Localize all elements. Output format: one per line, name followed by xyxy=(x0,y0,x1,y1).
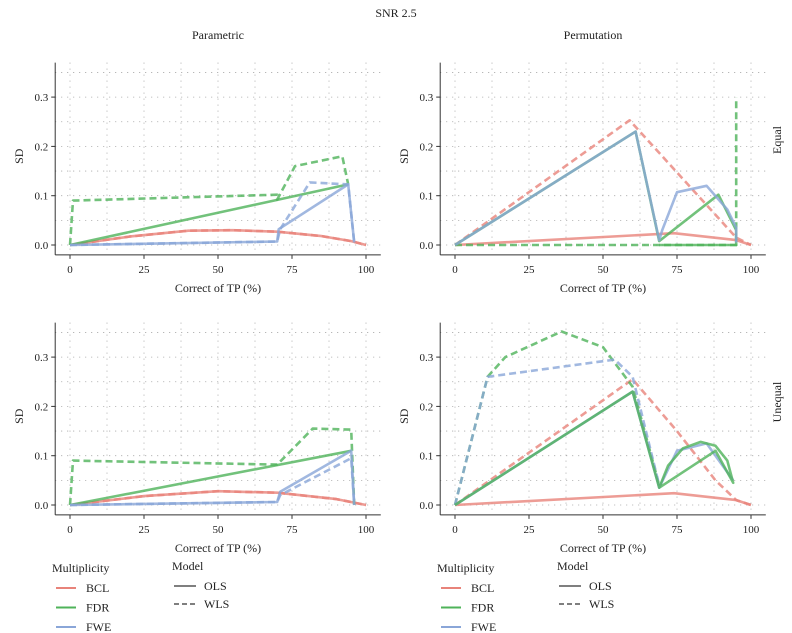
y-tick-label: 0.3 xyxy=(419,352,433,364)
x-tick-label: 0 xyxy=(67,524,73,536)
y-tick-label: 0.1 xyxy=(419,191,433,203)
y-tick-label: 0.2 xyxy=(34,141,48,153)
legend-title-model: Model xyxy=(557,559,589,573)
x-tick-label: 0 xyxy=(452,264,458,276)
panel-permutation-unequal: 0 25 50 75 100 0.0 0.1 0.2 0.3 Correct of TP (%) S… xyxy=(397,322,766,555)
x-tick-label: 100 xyxy=(743,264,760,276)
series-bcl-wls xyxy=(69,228,367,247)
series-fwe-wls xyxy=(453,358,661,506)
legend-label-ols: OLS xyxy=(589,579,612,593)
legend-label-fdr: FDR xyxy=(471,601,494,615)
y-tick-label: 0.3 xyxy=(34,92,48,104)
series-fwe-ols xyxy=(454,390,735,507)
x-tick-label: 75 xyxy=(672,524,684,536)
series-bcl-ols xyxy=(454,231,752,247)
x-axis-label: Correct of TP (%) xyxy=(175,281,261,295)
x-tick-label: 25 xyxy=(139,264,151,276)
panel-permutation-equal: 0 25 50 75 100 0.0 0.1 0.2 0.3 Correct of TP (%) S… xyxy=(397,62,766,295)
y-tick-label: 0.3 xyxy=(34,352,48,364)
x-tick-label: 25 xyxy=(524,264,536,276)
x-tick-label: 25 xyxy=(139,524,151,536)
legend-label-ols: OLS xyxy=(204,579,227,593)
y-tick-label: 0.0 xyxy=(419,240,433,252)
x-tick-label: 100 xyxy=(358,264,375,276)
y-tick-label: 0.0 xyxy=(34,240,48,252)
figure-title: SNR 2.5 xyxy=(375,6,416,20)
y-tick-label: 0.3 xyxy=(419,92,433,104)
x-tick-label: 50 xyxy=(598,524,610,536)
series-bcl-wls xyxy=(454,377,752,507)
series-fdr-wls xyxy=(68,155,350,246)
column-title-permutation: Permutation xyxy=(564,28,623,42)
x-tick-label: 50 xyxy=(213,264,225,276)
x-tick-label: 75 xyxy=(287,524,299,536)
x-tick-label: 100 xyxy=(743,524,760,536)
y-tick-label: 0.1 xyxy=(419,451,433,463)
legend-label-fwe: FWE xyxy=(471,620,496,633)
series-fdr-wls xyxy=(453,330,661,506)
y-axis-label: SD xyxy=(12,148,26,164)
series-fdr-wls xyxy=(455,97,738,247)
x-tick-label: 75 xyxy=(287,264,299,276)
y-axis-label: SD xyxy=(397,148,411,164)
y-tick-label: 0.0 xyxy=(419,500,433,512)
series-fwe-wls xyxy=(69,181,356,247)
x-tick-label: 50 xyxy=(213,524,225,536)
series-fwe-wls xyxy=(69,456,356,507)
panel-parametric-unequal: 0 25 50 75 100 0.0 0.1 0.2 0.3 Correct of TP (%) S… xyxy=(12,322,381,555)
series-bcl-wls xyxy=(69,489,367,507)
x-axis-label: Correct of TP (%) xyxy=(560,541,646,555)
y-tick-label: 0.0 xyxy=(34,500,48,512)
y-tick-label: 0.1 xyxy=(34,191,48,203)
series-fdr-ols xyxy=(69,449,352,507)
legend-title-model: Model xyxy=(172,559,204,573)
x-tick-label: 50 xyxy=(598,264,610,276)
x-axis-label: Correct of TP (%) xyxy=(175,541,261,555)
series-fdr-ols xyxy=(454,390,735,507)
column-title-parametric: Parametric xyxy=(192,28,244,42)
x-axis-label: Correct of TP (%) xyxy=(560,281,646,295)
series-fdr-wls xyxy=(68,427,356,506)
legend-label-fdr: FDR xyxy=(86,601,109,615)
x-tick-label: 0 xyxy=(67,264,73,276)
series-fwe-ols xyxy=(454,130,738,247)
legend-label-bcl: BCL xyxy=(86,581,109,595)
series-bcl-ols xyxy=(454,491,752,507)
y-axis-label: SD xyxy=(397,408,411,424)
y-axis-label: SD xyxy=(12,408,26,424)
legend-title-multiplicity: Multiplicity xyxy=(437,561,494,575)
row-title-equal: Equal xyxy=(770,125,784,154)
y-tick-label: 0.2 xyxy=(419,141,433,153)
legend-label-bcl: BCL xyxy=(471,581,494,595)
y-tick-label: 0.1 xyxy=(34,451,48,463)
y-tick-label: 0.2 xyxy=(34,401,48,413)
x-tick-label: 25 xyxy=(524,524,536,536)
y-tick-label: 0.2 xyxy=(419,401,433,413)
series-fdr-ols xyxy=(69,183,349,247)
legend-label-wls: WLS xyxy=(589,597,614,611)
x-tick-label: 0 xyxy=(452,524,458,536)
legend-title-multiplicity: Multiplicity xyxy=(52,561,109,575)
x-tick-label: 75 xyxy=(672,264,684,276)
legend-label-fwe: FWE xyxy=(86,620,111,633)
x-tick-label: 100 xyxy=(358,524,375,536)
panel-parametric-equal: 0 25 50 75 100 0.0 0.1 0.2 0.3 Correct of TP (%) S… xyxy=(12,62,381,295)
legend-label-wls: WLS xyxy=(204,597,229,611)
row-title-unequal: Unequal xyxy=(770,381,784,422)
